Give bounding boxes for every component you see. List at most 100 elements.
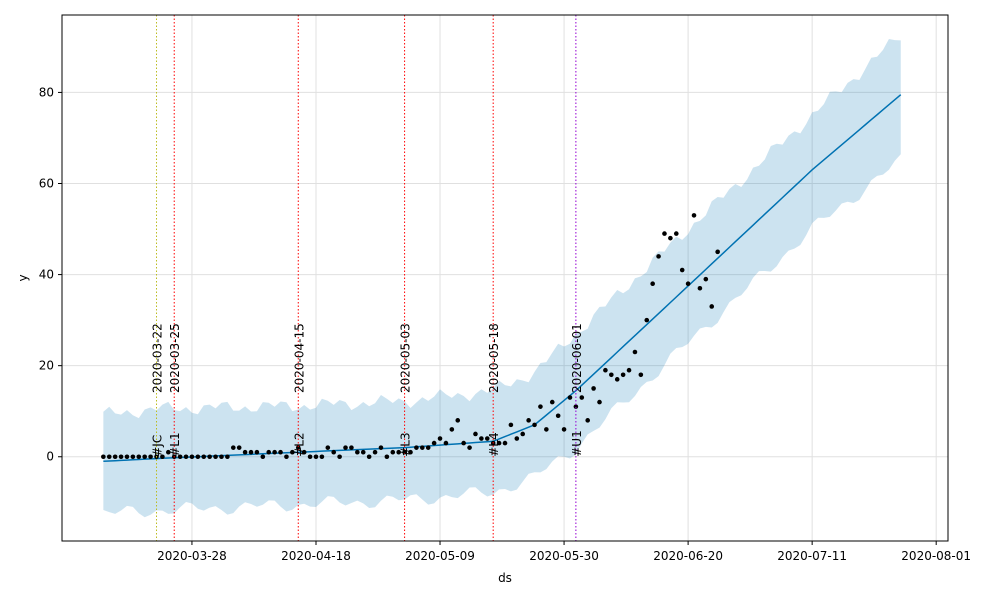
uncertainty-band-layer <box>103 39 901 518</box>
data-point <box>414 445 419 450</box>
data-point <box>101 454 106 460</box>
data-point <box>715 249 720 255</box>
data-point <box>266 449 272 455</box>
grid <box>62 15 948 541</box>
y-axis-label: y <box>16 274 30 281</box>
x-tick-label: 2020-07-11 <box>777 549 847 563</box>
event-tag-label: #U1 <box>570 430 584 456</box>
data-point <box>106 454 112 460</box>
data-point <box>679 267 685 273</box>
data-point <box>213 454 218 460</box>
data-point <box>703 276 709 282</box>
data-point <box>555 413 561 419</box>
data-point <box>242 449 248 455</box>
data-point <box>538 404 543 409</box>
data-point <box>656 254 661 259</box>
data-point <box>449 427 455 432</box>
data-point <box>626 367 632 373</box>
data-point <box>597 399 602 405</box>
data-point <box>290 449 295 455</box>
event-tag-label: #L4 <box>487 432 501 456</box>
data-point <box>183 454 189 460</box>
data-point <box>337 454 342 460</box>
data-point <box>455 418 461 423</box>
data-point <box>431 440 437 446</box>
data-point <box>644 317 650 323</box>
data-point <box>408 449 413 455</box>
data-point <box>390 449 396 455</box>
y-axis-ticks: 0 20 40 60 80 <box>39 85 62 464</box>
data-point <box>673 231 679 236</box>
event-date-label: 2020-05-18 <box>487 323 501 393</box>
data-point <box>124 454 130 460</box>
data-point <box>585 418 590 423</box>
data-point <box>668 235 673 241</box>
data-point <box>502 440 508 446</box>
data-point <box>425 445 431 450</box>
data-point <box>573 404 579 409</box>
data-point <box>366 454 372 460</box>
event-date-label: 2020-03-25 <box>168 323 182 393</box>
forecast-line-layer <box>103 94 902 463</box>
data-point <box>496 440 502 446</box>
data-point <box>467 445 472 450</box>
x-tick-label: 2020-06-20 <box>653 549 723 563</box>
data-point <box>614 377 620 382</box>
data-point <box>549 399 555 405</box>
x-tick-label: 2020-08-01 <box>901 549 971 563</box>
data-point <box>603 367 608 373</box>
x-axis-label: ds <box>498 571 512 585</box>
data-point <box>272 449 277 455</box>
data-point <box>532 422 537 428</box>
data-point <box>177 454 183 460</box>
data-point <box>136 454 142 460</box>
data-point <box>307 454 313 460</box>
data-point <box>484 436 490 441</box>
forecast-line <box>103 94 902 463</box>
data-point <box>709 304 715 309</box>
data-point <box>349 445 354 450</box>
data-point <box>443 440 449 446</box>
data-point <box>567 395 573 400</box>
data-point <box>225 454 230 460</box>
y-tick-label: 80 <box>39 85 54 99</box>
y-tick-label: 60 <box>39 177 54 191</box>
data-point <box>360 449 366 455</box>
data-point <box>130 454 136 460</box>
data-point <box>420 445 425 450</box>
data-point <box>219 454 224 460</box>
data-point <box>520 431 526 437</box>
x-tick-label: 2020-03-28 <box>157 549 227 563</box>
y-tick-label: 20 <box>39 359 54 373</box>
data-point <box>260 454 266 460</box>
event-tag-label: #L2 <box>292 432 306 456</box>
data-point <box>384 454 390 460</box>
data-point <box>544 427 549 432</box>
data-point <box>112 454 118 460</box>
data-point <box>650 281 655 286</box>
data-point <box>461 440 466 446</box>
data-point <box>473 431 478 437</box>
data-point <box>254 449 260 455</box>
event-lines-layer: 2020-03-22 #JC 2020-03-25 #L1 2020-04-15 #L2 2… <box>151 15 584 541</box>
data-point <box>508 422 514 428</box>
data-point <box>148 454 153 460</box>
data-point <box>632 349 638 355</box>
data-point <box>319 454 325 460</box>
data-point <box>396 449 401 455</box>
x-axis-ticks: 2020-03-28 2020-04-18 2020-05-09 2020-05-30… <box>157 541 971 563</box>
data-point <box>591 386 596 391</box>
event-date-label: 2020-04-15 <box>292 323 306 393</box>
event-tag-label: #JC <box>151 435 165 457</box>
data-point <box>331 449 337 455</box>
y-tick-label: 0 <box>46 450 54 464</box>
data-point <box>378 445 384 450</box>
data-point <box>278 449 283 455</box>
data-point <box>189 454 195 460</box>
data-point <box>343 445 348 450</box>
data-point <box>662 231 667 236</box>
data-point <box>437 436 443 441</box>
data-point <box>160 454 165 460</box>
y-tick-label: 40 <box>39 268 54 282</box>
